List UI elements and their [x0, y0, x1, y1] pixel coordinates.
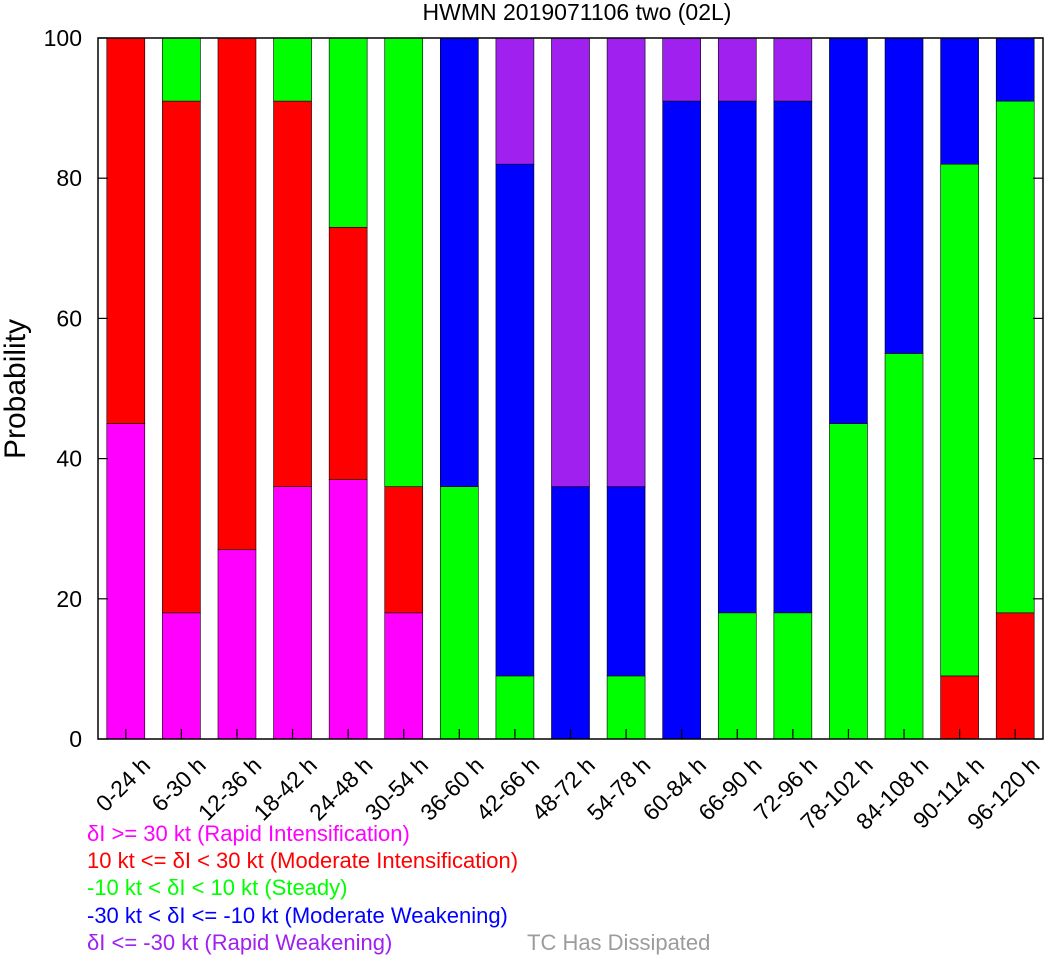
bar-segment-st-7 [495, 675, 535, 740]
bar-segment-mi-2 [217, 37, 257, 551]
bar-segment-mw-15 [940, 37, 979, 165]
y-tick-label: 100 [44, 25, 82, 51]
bar-segment-st-15 [940, 163, 979, 677]
bar-segment-mw-13 [829, 37, 868, 424]
y-tick-label: 80 [56, 165, 82, 191]
bar-segment-mw-9 [606, 486, 646, 677]
bar-segment-ri-4 [328, 479, 368, 740]
bar-segment-st-6 [440, 486, 479, 740]
bar-segment-mw-10 [662, 100, 701, 740]
bar-segment-mw-6 [440, 37, 479, 487]
bar-segment-mi-1 [162, 100, 201, 614]
bar-segment-st-9 [606, 675, 646, 740]
bar-segment-mi-5 [384, 486, 424, 614]
bar-segment-mw-12 [773, 100, 813, 614]
y-tick-label: 40 [56, 446, 82, 472]
bar-segment-st-13 [829, 423, 868, 740]
y-tick-label: 20 [56, 586, 82, 612]
bar-segment-st-16 [995, 100, 1035, 614]
bar-segment-mi-0 [106, 37, 146, 424]
bar-segment-mw-11 [717, 100, 757, 614]
bar-segment-mw-16 [995, 37, 1035, 102]
bar-segment-mi-4 [328, 226, 368, 480]
y-axis-label: Probability [0, 319, 32, 459]
legend-entry-moderate-intensification: 10 kt <= δI < 30 kt (Moderate Intensific… [87, 848, 519, 873]
bar-segment-rw-12 [773, 37, 813, 102]
bar-segment-ri-3 [273, 486, 312, 740]
bar-segment-ri-5 [384, 612, 424, 740]
y-axis-ticks: 0 20 40 60 80 100 [44, 25, 1043, 752]
bar-segment-ri-1 [162, 612, 201, 740]
legend-entry-rapid-weakening: δI <= -30 kt (Rapid Weakening) [87, 930, 393, 955]
legend-entry-rapid-intensification: δI >= 30 kt (Rapid Intensification) [87, 821, 410, 846]
bar-segment-st-3 [273, 37, 312, 102]
bar-segment-ri-0 [106, 423, 146, 740]
y-tick-label: 0 [69, 726, 82, 752]
bar-segment-mw-8 [551, 486, 590, 740]
bar-segment-mi-16 [995, 612, 1035, 740]
bar-segment-mw-7 [495, 163, 535, 677]
bar-segment-rw-11 [717, 37, 757, 102]
bar-segment-st-4 [328, 37, 368, 228]
bars-group [106, 37, 1035, 740]
bar-segment-st-5 [384, 37, 424, 487]
legend-entry-steady: -10 kt < δI < 10 kt (Steady) [87, 875, 348, 900]
legend-entry-moderate-weakening: -30 kt < δI <= -10 kt (Moderate Weakenin… [87, 903, 508, 928]
chart-title: HWMN 2019071106 two (02L) [423, 0, 732, 25]
bar-segment-st-1 [162, 37, 201, 102]
bar-segment-st-14 [884, 353, 924, 740]
legend-entry-tc-dissipated: TC Has Dissipated [527, 930, 711, 955]
y-tick-label: 60 [56, 305, 82, 331]
bar-segment-st-12 [773, 612, 813, 740]
x-axis-ticks: 0-24 h6-30 h12-36 h18-42 h24-48 h30-54 h… [91, 729, 1045, 835]
bar-segment-ri-2 [217, 549, 257, 740]
bar-segment-rw-7 [495, 37, 535, 165]
bar-segment-rw-9 [606, 37, 646, 487]
bar-segment-rw-8 [551, 37, 590, 487]
bar-segment-mi-3 [273, 100, 312, 487]
x-tick-label: 0-24 h [91, 752, 156, 817]
bar-segment-rw-10 [662, 37, 701, 102]
bar-segment-st-11 [717, 612, 757, 740]
bar-segment-mw-14 [884, 37, 924, 354]
